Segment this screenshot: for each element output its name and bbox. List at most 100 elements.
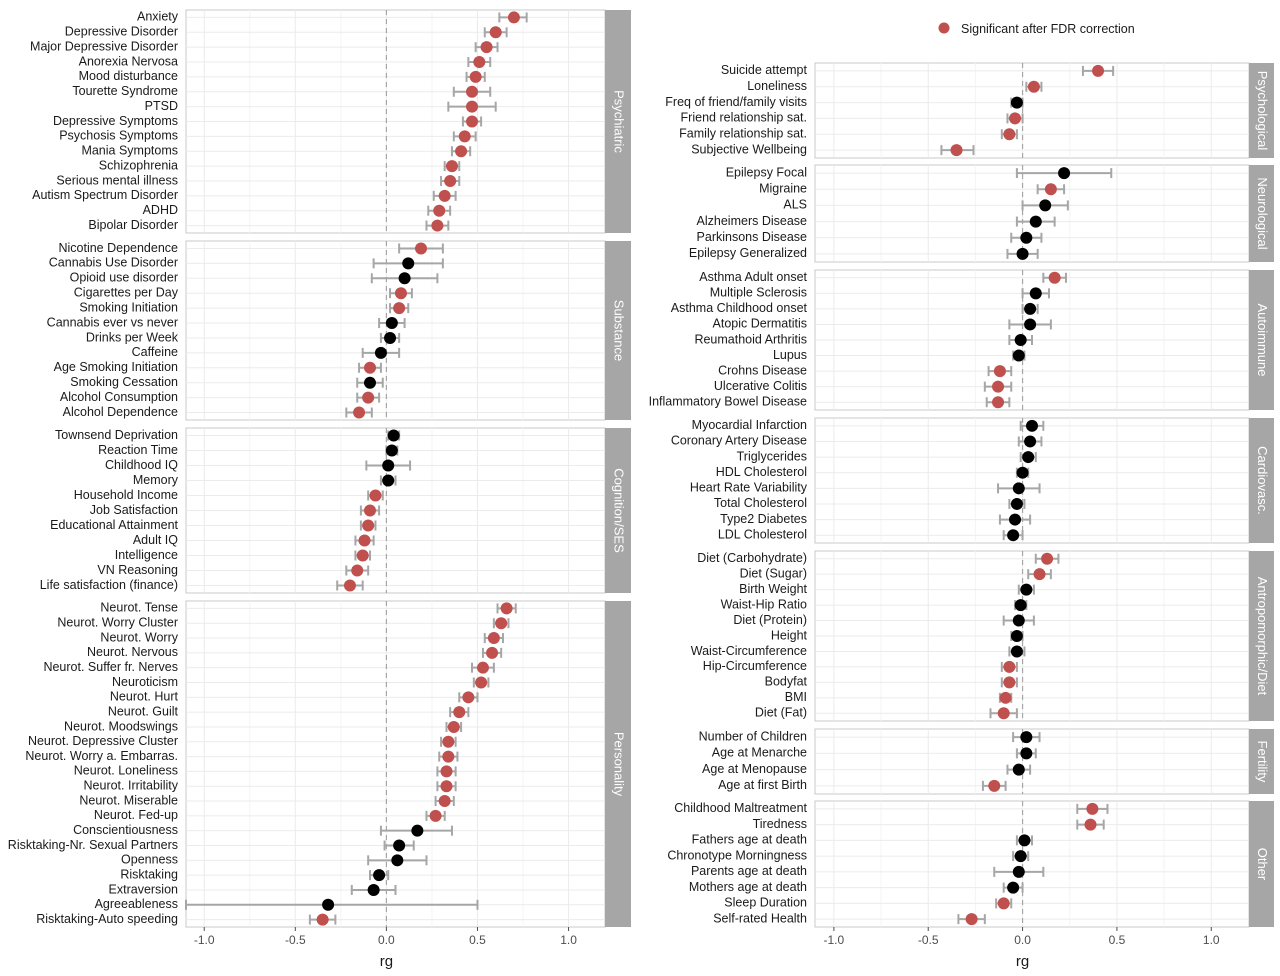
data-point (1007, 881, 1020, 894)
facet-other: Other Childhood Maltreatment Tiredness Fath… (667, 800, 1274, 928)
row-label: Neurot. Depressive Cluster (28, 734, 178, 748)
data-point (442, 750, 455, 763)
data-point (384, 331, 397, 344)
row-label: Neurot. Worry Cluster (57, 616, 178, 630)
row-label: Loneliness (747, 79, 807, 93)
data-point (385, 444, 398, 457)
x-tick-label: -1.0 (194, 933, 215, 947)
facet-background (814, 728, 1250, 795)
row-label: Diet (Carbohydrate) (697, 551, 807, 565)
data-point (992, 396, 1005, 409)
data-point (453, 706, 466, 719)
data-point (950, 144, 963, 157)
data-point (1003, 128, 1016, 141)
data-point (1084, 818, 1097, 831)
row-label: Multiple Sclerosis (710, 286, 807, 300)
facet-background (185, 240, 606, 421)
row-label: Tiredness (753, 817, 807, 831)
data-point (385, 317, 398, 330)
data-point (1012, 865, 1025, 878)
row-label: Age at first Birth (718, 778, 807, 792)
data-point (1058, 167, 1071, 180)
facet-strip (1249, 729, 1274, 794)
row-label: Parkinsons Disease (697, 230, 808, 244)
row-label: Myocardial Infarction (692, 418, 807, 432)
data-point (1020, 731, 1033, 744)
row-label: Serious mental illness (56, 173, 178, 187)
facet-strip-label: Autoimmune (1255, 304, 1270, 377)
data-point (393, 302, 406, 315)
row-label: Job Satisfaction (90, 503, 178, 517)
row-label: Chronotype Morningness (667, 848, 807, 862)
data-point (997, 897, 1010, 910)
x-tick-label: 0.5 (1109, 933, 1126, 947)
row-label: Life satisfaction (finance) (40, 578, 178, 592)
row-label: Household Income (74, 488, 178, 502)
data-point (362, 391, 375, 404)
row-label: BMI (785, 690, 807, 704)
data-point (442, 735, 455, 748)
row-label: Birth Weight (739, 582, 807, 596)
row-label: Neurot. Loneliness (74, 764, 178, 778)
row-label: Depressive Disorder (65, 25, 178, 39)
right-panel: Psychological Suicide attempt Loneliness Fr… (649, 62, 1274, 970)
facet-strip (1249, 270, 1274, 410)
legend: Significant after FDR correction (938, 22, 1135, 36)
facet-autoimmune: Autoimmune Asthma Adult onset Multiple Scl… (649, 269, 1274, 411)
facet-neurological: Neurological Epilepsy Focal Migraine ALS Alz… (689, 164, 1274, 263)
facet-strip-label: Psychological (1255, 71, 1270, 151)
x-axis-title: rg (1016, 953, 1029, 970)
row-label: VN Reasoning (97, 563, 178, 577)
row-label: ALS (783, 198, 807, 212)
data-point (480, 41, 493, 54)
row-label: Family relationship sat. (679, 127, 807, 141)
row-label: Neurot. Nervous (87, 645, 178, 659)
row-label: Total Cholesterol (714, 496, 807, 510)
data-point (1024, 302, 1037, 315)
data-point (356, 549, 369, 562)
data-point (369, 489, 382, 502)
row-label: Mothers age at death (689, 880, 807, 894)
data-point (431, 219, 444, 232)
data-point (466, 85, 479, 98)
data-point (387, 429, 400, 442)
data-point (402, 257, 415, 270)
data-point (1048, 271, 1061, 284)
row-label: Alcohol Dependence (63, 405, 178, 419)
row-label: Suicide attempt (721, 63, 808, 77)
facet-strip-label: Cardiovasc. (1255, 446, 1270, 515)
row-label: Atopic Dermatitis (713, 317, 807, 331)
row-label: Diet (Sugar) (740, 566, 807, 580)
row-label: Smoking Initiation (79, 300, 178, 314)
row-label: Neurot. Tense (100, 601, 178, 615)
row-label: Waist-Hip Ratio (721, 597, 807, 611)
data-point (362, 519, 375, 532)
row-label: Coronary Artery Disease (671, 434, 807, 448)
row-label: Height (771, 628, 808, 642)
data-point (1007, 529, 1020, 542)
data-point (1010, 645, 1023, 658)
facet-fertility: Fertility Number of Children Age at Menarc… (699, 728, 1274, 795)
data-point (1027, 80, 1040, 93)
data-point (466, 115, 479, 128)
row-label: Nicotine Dependence (58, 241, 178, 255)
facet-strip (605, 428, 631, 593)
row-label: Neurot. Worry a. Embarras. (25, 749, 178, 763)
facet-background (814, 800, 1250, 928)
row-label: Fathers age at death (692, 833, 807, 847)
data-point (374, 346, 387, 359)
data-point (1014, 850, 1027, 863)
row-label: Neurot. Miserable (79, 793, 178, 807)
row-label: Drinks per Week (86, 330, 179, 344)
data-point (411, 824, 424, 837)
facet-strip (605, 241, 631, 420)
data-point (507, 11, 520, 24)
row-label: Epilepsy Focal (726, 165, 807, 179)
data-point (1020, 747, 1033, 760)
row-label: Type2 Diabetes (720, 512, 807, 526)
row-label: ADHD (143, 203, 178, 217)
row-label: Caffeine (132, 345, 178, 359)
